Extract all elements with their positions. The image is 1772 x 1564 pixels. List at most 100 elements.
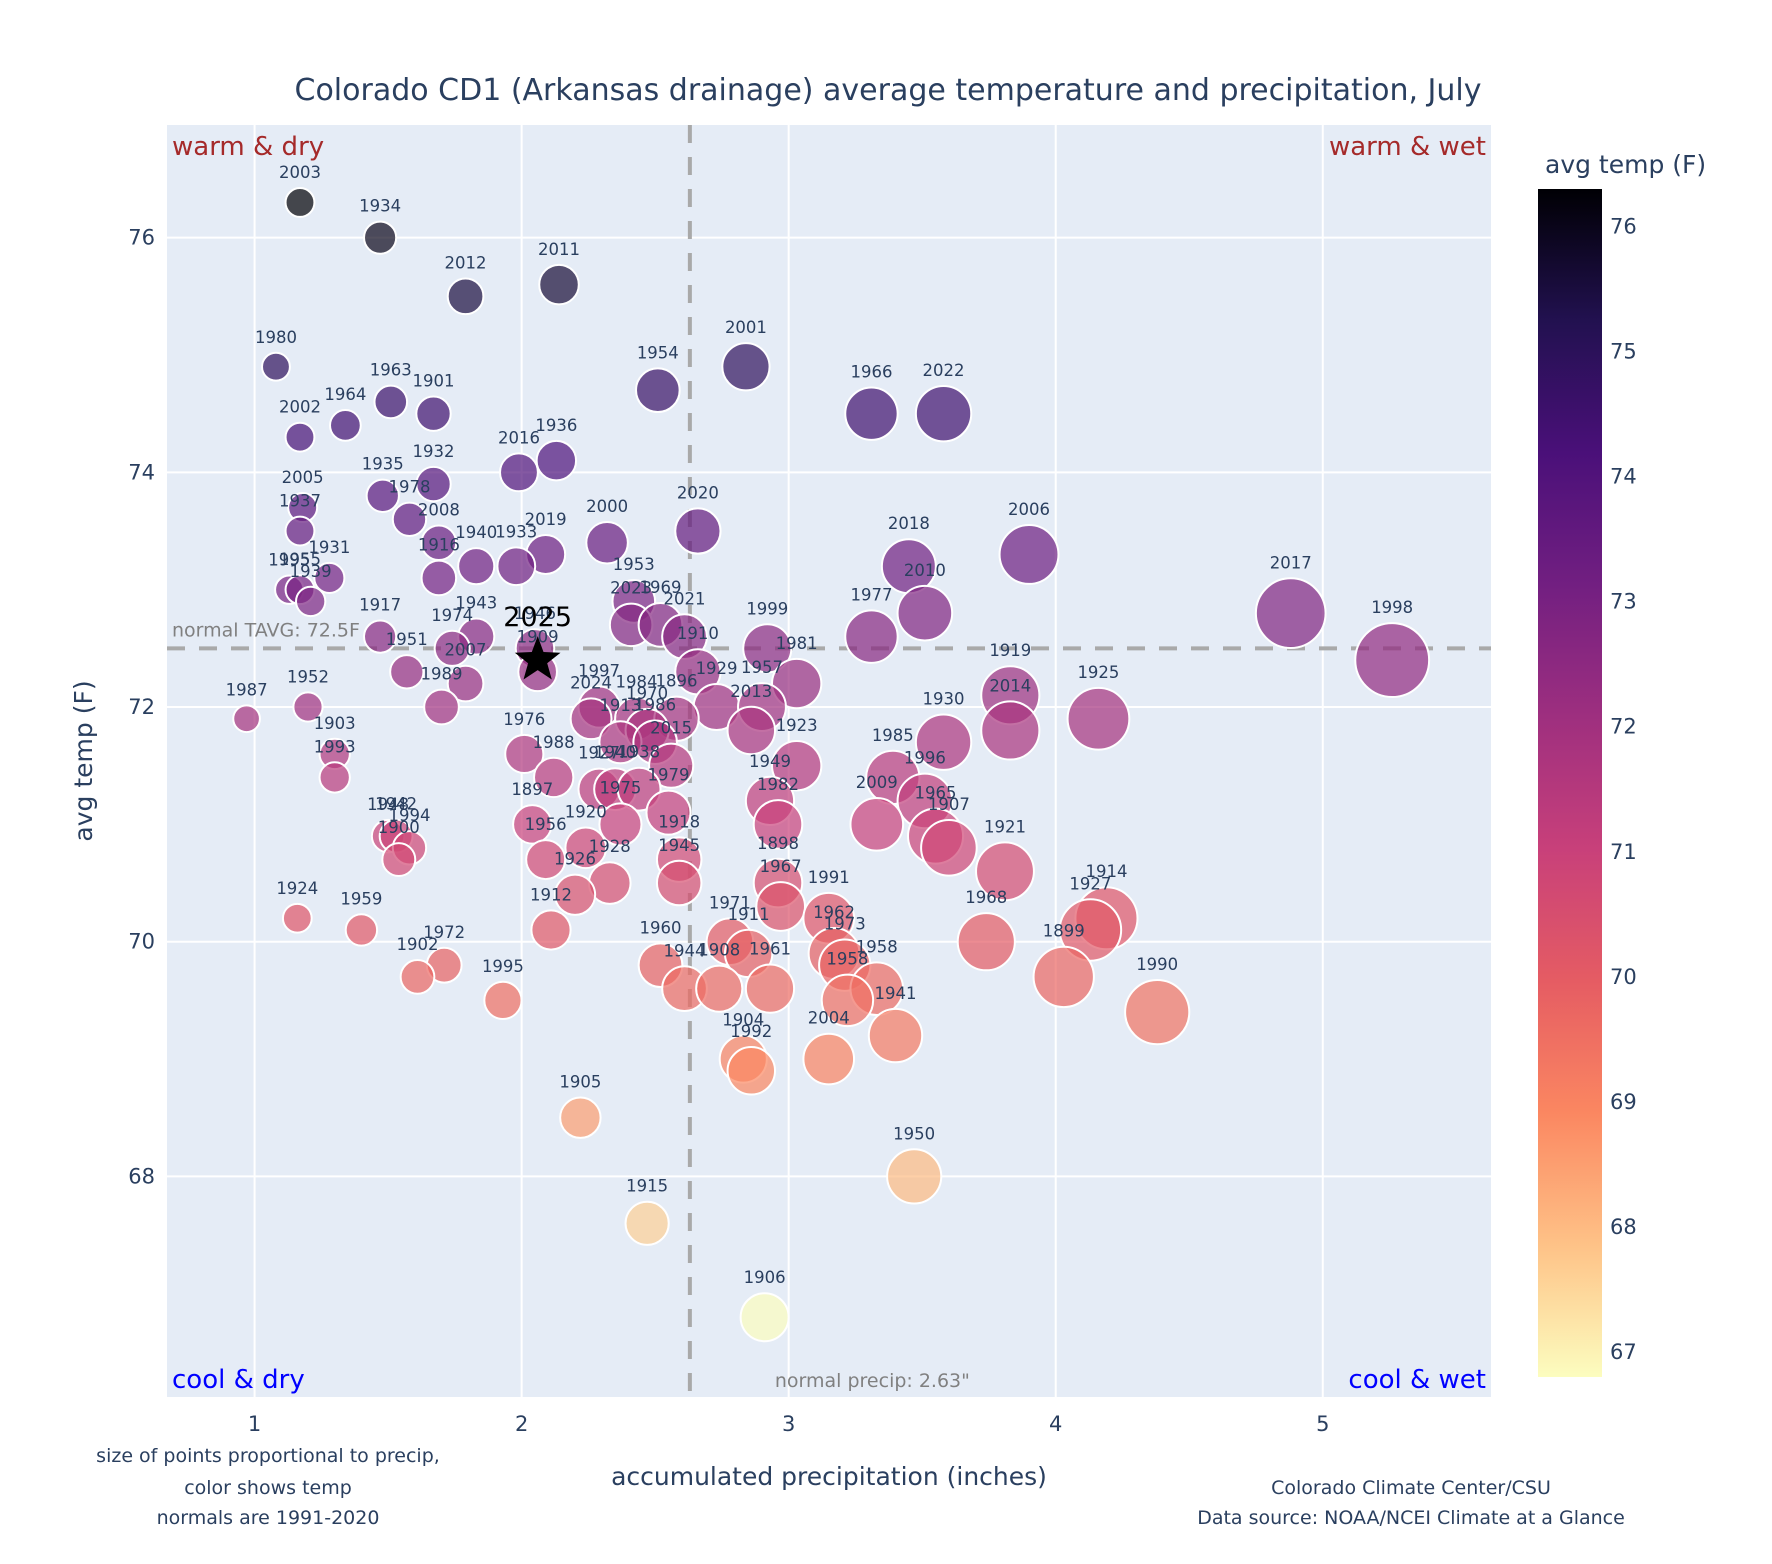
point-label: 2023	[610, 579, 652, 598]
data-point	[389, 654, 425, 690]
colorbar-tick-label: 69	[1610, 1090, 1637, 1114]
point-label: 1950	[893, 1124, 935, 1143]
point-label: 1931	[308, 538, 350, 557]
x-axis-label: accumulated precipitation (inches)	[611, 1462, 1047, 1491]
point-label: 2008	[418, 500, 460, 519]
point-label: 2001	[725, 318, 767, 337]
colorbar-title: avg temp (F)	[1545, 150, 1706, 179]
data-point	[721, 342, 771, 392]
colorbar-tick-label: 71	[1610, 840, 1637, 864]
point-label: 1992	[730, 1022, 772, 1041]
point-label: 1959	[340, 889, 382, 908]
data-point	[512, 804, 553, 845]
y-tick-label: 72	[128, 695, 155, 719]
point-label: 1956	[525, 815, 567, 834]
note-left-line-1: size of points proportional to precip,	[96, 1445, 440, 1467]
point-label: 1918	[658, 812, 700, 831]
normal-precip-label: normal precip: 2.63"	[775, 1370, 970, 1392]
star-marker-2025	[514, 636, 561, 680]
data-point	[695, 964, 744, 1013]
colorbar-tick-label: 72	[1610, 715, 1637, 739]
point-label: 1960	[639, 918, 681, 937]
data-point	[365, 478, 400, 513]
point-label: 1923	[776, 716, 818, 735]
colorbar-ticks: 67 68 69 70 71 72 73 74 75 76	[1610, 215, 1637, 1364]
colorbar-tick-label: 73	[1610, 590, 1637, 614]
data-point	[496, 546, 537, 587]
point-label: 1938	[618, 743, 660, 762]
data-point	[648, 742, 695, 789]
x-tick-label: 1	[248, 1412, 261, 1436]
point-labels: 2003 1934 2012 2011 1980 1954 2001 1966 2022 1963…	[226, 163, 1414, 1287]
data-point	[295, 585, 327, 618]
point-label: 1976	[503, 710, 545, 729]
data-point	[975, 841, 1035, 902]
point-label: 1949	[749, 752, 791, 771]
point-label: 1898	[757, 834, 799, 853]
colorbar-tick-label: 70	[1610, 965, 1637, 989]
point-label: 1954	[637, 343, 679, 362]
data-point	[886, 1148, 943, 1205]
point-label: 1986	[634, 695, 676, 714]
point-label: 1962	[813, 903, 855, 922]
point-label: 2006	[1008, 500, 1050, 519]
point-label: 1933	[495, 522, 537, 541]
data-point	[525, 839, 567, 881]
colorbar-gradient	[1538, 189, 1602, 1377]
point-label: 1942	[375, 795, 417, 814]
data-point	[820, 973, 875, 1028]
point-label: 1924	[276, 879, 318, 898]
point-label: 2017	[1270, 553, 1312, 572]
point-label: 1964	[324, 385, 366, 404]
y-tick-label: 74	[128, 460, 155, 484]
data-point	[329, 409, 362, 442]
point-label: 1904	[722, 1010, 764, 1029]
data-point	[802, 1032, 856, 1086]
data-point	[446, 277, 485, 316]
point-label: 1958	[826, 950, 868, 969]
data-point	[399, 959, 436, 995]
data-point	[373, 384, 409, 420]
data-point	[318, 761, 351, 794]
point-label: 1941	[874, 984, 916, 1003]
point-label: 1995	[268, 550, 310, 569]
data-point	[914, 384, 973, 443]
point-label: 1919	[989, 641, 1031, 660]
data-point	[530, 909, 572, 951]
point-label: 1935	[362, 455, 404, 474]
data-point	[998, 524, 1060, 585]
point-label: 1911	[728, 905, 770, 924]
y-tick-label: 70	[128, 930, 155, 954]
highlight-2025: 2025	[503, 602, 572, 680]
point-label: 1913	[599, 696, 641, 715]
x-tick-label: 3	[782, 1412, 795, 1436]
data-points	[232, 187, 1431, 1343]
star-label-2025: 2025	[503, 602, 572, 633]
data-point	[867, 1007, 924, 1064]
point-label: 1957	[741, 658, 783, 677]
data-point	[956, 912, 1016, 972]
data-point	[284, 187, 316, 218]
data-point	[415, 465, 452, 503]
y-tick-label: 76	[128, 226, 155, 250]
point-label: 1999	[746, 599, 788, 618]
point-label: 1980	[255, 328, 297, 347]
point-label: 1993	[314, 737, 356, 756]
point-label: 1902	[396, 935, 438, 954]
data-point	[1354, 622, 1431, 699]
point-label: 1973	[824, 915, 866, 934]
data-point	[755, 881, 807, 932]
point-label: 1963	[370, 361, 412, 380]
note-left-line-3: normals are 1991-2020	[157, 1507, 380, 1529]
note-right-line-2: Data source: NOAA/NCEI Climate at a Glan…	[1197, 1507, 1625, 1529]
point-label: 1932	[413, 442, 455, 461]
point-label: 1914	[1085, 862, 1127, 881]
colorbar-tick-label: 68	[1610, 1215, 1637, 1239]
point-label: 1928	[589, 837, 631, 856]
note-right-line-1: Colorado Climate Center/CSU	[1271, 1477, 1551, 1499]
point-label: 1944	[664, 941, 706, 960]
quadrant-cool-dry: cool & dry	[172, 1365, 305, 1395]
point-label: 1910	[677, 624, 719, 643]
note-left: size of points proportional to precip, c…	[96, 1445, 440, 1529]
data-point	[363, 619, 398, 654]
